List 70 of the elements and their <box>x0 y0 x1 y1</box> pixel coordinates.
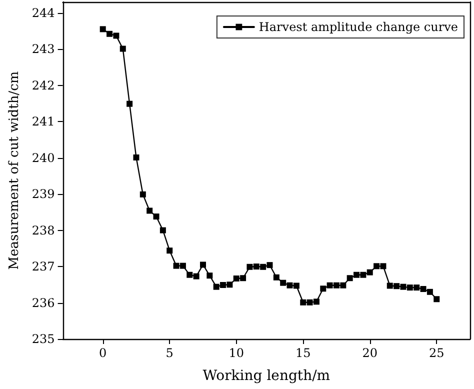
point <box>300 299 306 306</box>
y-tick-label: 238 <box>32 223 55 238</box>
y-tick-label: 244 <box>32 6 56 20</box>
point <box>206 272 213 279</box>
point <box>233 275 240 282</box>
x-tick-label: 25 <box>428 346 444 360</box>
point <box>173 262 180 269</box>
y-axis-title: Measurement of cut width/cm <box>7 71 22 270</box>
point <box>260 264 266 270</box>
point <box>313 298 320 305</box>
point <box>306 299 313 306</box>
point <box>286 282 293 288</box>
point <box>180 262 186 269</box>
x-tick-label: 5 <box>166 346 174 360</box>
y-tick-label: 236 <box>32 296 55 310</box>
point <box>333 282 340 288</box>
y-tick-label: 243 <box>32 42 55 56</box>
point <box>434 296 440 302</box>
point <box>360 272 366 278</box>
point <box>240 275 246 282</box>
point <box>193 273 200 280</box>
point <box>320 286 326 292</box>
point <box>113 32 120 39</box>
point <box>366 269 373 276</box>
point <box>220 282 226 288</box>
point <box>346 275 353 282</box>
y-tick-label: 240 <box>32 150 55 165</box>
point <box>406 284 413 291</box>
x-tick-label: 15 <box>295 346 311 360</box>
point <box>326 282 333 288</box>
point <box>120 46 126 52</box>
point <box>213 284 220 290</box>
point <box>340 282 346 288</box>
point <box>354 272 360 278</box>
point <box>273 274 280 280</box>
point <box>126 100 133 107</box>
y-tick-label: 239 <box>32 187 55 202</box>
point <box>280 280 286 286</box>
point <box>246 264 253 270</box>
x-tick-label: 10 <box>228 346 244 360</box>
point <box>293 282 300 289</box>
point <box>200 262 206 268</box>
point <box>166 248 173 254</box>
point <box>186 272 193 278</box>
point <box>160 227 166 234</box>
x-tick-label: 20 <box>362 346 378 360</box>
point <box>400 284 406 290</box>
point <box>414 284 420 291</box>
x-tick-label: 0 <box>99 346 107 360</box>
point <box>386 282 393 289</box>
point <box>226 282 233 288</box>
point <box>106 30 113 37</box>
point <box>380 263 386 270</box>
y-tick-label: 241 <box>32 114 55 129</box>
point <box>100 26 106 32</box>
point <box>420 286 426 292</box>
y-tick-label: 237 <box>32 260 55 274</box>
point <box>374 263 380 270</box>
y-tick-label: 235 <box>32 332 55 346</box>
point <box>266 262 273 268</box>
point <box>253 264 260 270</box>
x-axis-title: Working length/m <box>202 368 330 384</box>
point <box>426 288 433 295</box>
point <box>394 283 400 290</box>
point <box>140 191 146 198</box>
point <box>133 154 140 160</box>
point <box>146 208 153 214</box>
point <box>153 214 160 220</box>
y-tick-label: 242 <box>32 78 55 92</box>
legend-label: Harvest amplitude change curve <box>258 20 458 34</box>
